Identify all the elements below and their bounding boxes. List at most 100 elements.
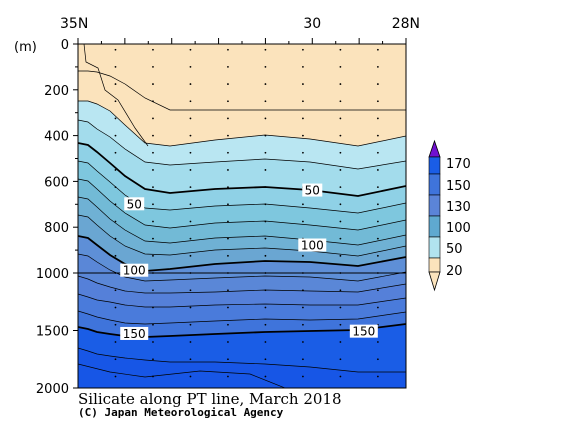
isoline-150 [78,323,406,338]
station-3-sample [189,220,192,223]
station-2-sample [152,254,154,257]
station-5-sample [264,83,267,85]
station-2-sample [152,100,154,103]
station-5-sample [264,117,267,120]
station-6-sample [302,306,304,309]
station-6-sample [302,289,304,292]
station-4-sample [227,151,229,154]
colorbar-segment [428,194,441,217]
station-7-sample [339,48,342,51]
fill-band-160 [78,348,406,388]
station-5-sample [264,358,267,361]
station-5-sample [264,134,267,137]
station-5-sample [264,341,267,343]
isoline-110 [78,253,406,282]
contour-label: 50 [127,197,142,211]
station-6-sample [302,83,304,85]
station-4-sample [227,83,229,85]
contour-label-bg [120,263,149,277]
station-1-sample [114,254,117,257]
isoline-60 [78,160,406,214]
station-6-sample [302,151,304,154]
station-3-sample [189,306,192,309]
colorbar: 170 150 130 100 50 20 [428,139,471,292]
station-7-sample [339,66,342,68]
contour-label: 100 [123,264,146,278]
station-4-sample [227,66,229,68]
isoline-130 [78,293,406,308]
station-3-sample [189,66,192,68]
station-2-sample [152,375,154,378]
station-2-sample [152,237,154,240]
station-8-sample [376,100,379,103]
contour-label-bg [302,183,323,197]
station-5-sample [264,237,267,240]
station-2-sample [152,151,154,154]
station-8-sample [376,66,379,68]
station-2-sample [152,203,154,206]
isoline-90 [78,214,406,257]
station-7-sample [339,186,342,189]
y-unit-label: (m) [14,40,37,55]
station-8-sample [376,151,379,154]
isoline-120 [78,275,406,294]
x-tick-label: 30 [303,16,321,32]
station-4-sample [227,48,229,51]
station-8-sample [376,117,379,120]
station-8-sample [376,254,379,257]
station-3-sample [189,323,192,326]
station-6-sample [302,117,304,120]
contour-label: 50 [305,184,320,198]
colorbar-segment [428,257,441,273]
isoline-30 [78,100,406,147]
station-3-sample [189,100,192,103]
station-3-sample [189,289,192,292]
station-5-sample [264,323,267,326]
isoline-100 [78,235,406,272]
station-7-sample [339,134,342,137]
station-2-sample [152,341,154,343]
contour-label: 150 [123,327,146,341]
station-2-sample [152,323,154,326]
station-4-sample [227,169,229,171]
colorbar-segment [428,215,441,238]
station-4-sample [227,306,229,309]
station-5-sample [264,151,267,154]
station-7-sample [339,203,342,206]
station-1-sample [114,169,117,171]
y-tick-label: 2000 [36,382,69,397]
contour-label-bg [349,324,378,338]
colorbar-label: 50 [446,242,463,257]
colorbar-segment [428,236,441,259]
isoline-70 [78,178,406,231]
station-5-sample [264,48,267,51]
y-tick-label: 400 [44,130,69,145]
contour-label-bg [298,238,327,252]
station-3-sample [189,203,192,206]
station-8-sample [376,203,379,206]
station-4-sample [227,100,229,103]
station-4-sample [227,289,229,292]
station-5-sample [264,306,267,309]
contour-label-bg [120,326,149,340]
station-3-sample [189,48,192,51]
station-7-sample [339,83,342,85]
station-8-sample [376,186,379,189]
station-4-sample [227,323,229,326]
station-2-sample [152,358,154,361]
colorbar-label: 100 [446,221,471,236]
station-4-sample [227,375,229,378]
station-6-sample [302,134,304,137]
station-7-sample [339,358,342,361]
station-4-sample [227,341,229,343]
chart-title: Silicate along PT line, March 2018 [78,390,342,408]
station-1-sample [114,100,117,103]
station-1-sample [114,48,117,51]
y-tick-label: 1500 [36,325,69,340]
station-3-sample [189,341,192,343]
station-4-sample [227,134,229,137]
station-1-sample [114,203,117,206]
station-1-sample [114,66,117,68]
station-6-sample [302,169,304,171]
station-5-sample [264,289,267,292]
